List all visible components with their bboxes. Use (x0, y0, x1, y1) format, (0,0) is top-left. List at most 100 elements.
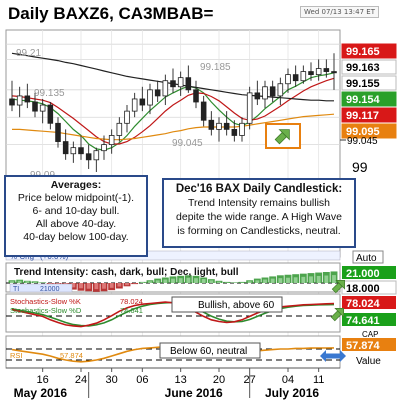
ti-bar (117, 283, 122, 287)
ti-bar (186, 277, 191, 283)
candle-body (116, 122, 123, 136)
candle-body (292, 74, 299, 82)
ti-bar (230, 282, 238, 283)
stoch-d-value: 74.641 (120, 306, 143, 315)
x-tick-label: 30 (106, 374, 118, 386)
candle-body (39, 104, 46, 112)
ti-bar (163, 279, 168, 283)
grid-label: 99.185 (200, 62, 231, 73)
candlestick-title: Dec'16 BAX Daily Candlestick: (175, 183, 343, 195)
candle-body (262, 86, 268, 100)
stoch-tag-d (342, 313, 396, 326)
candle-body (331, 71, 337, 74)
ti-bar (247, 281, 252, 283)
averages-title: Averages: (50, 179, 102, 191)
candle-body (55, 122, 61, 142)
cap-label: CAP (362, 330, 378, 339)
month-label: May 2016 (14, 386, 68, 400)
ti-bar (155, 280, 160, 283)
rsi-tag (342, 338, 396, 351)
candle-body (200, 101, 207, 121)
auto-button[interactable] (352, 250, 384, 264)
month-label: July 2016 (265, 386, 319, 400)
trend-tag-1 (342, 266, 396, 279)
averages-line: Price below midpoint(-1). (17, 192, 135, 204)
x-tick-label: 16 (37, 374, 49, 386)
axis-label: 99.045 (347, 136, 378, 147)
averages-line: 6- and 10-day bull. (32, 205, 120, 217)
candle-body (85, 153, 92, 161)
candle-body (16, 95, 23, 106)
candle-body (108, 135, 115, 146)
stoch-d-label: Stochastics-Slow %D (10, 306, 82, 315)
stoch-note: Bullish, above 60 (198, 300, 275, 311)
rsi-value: 57.874 (60, 351, 83, 360)
ti-bar (293, 277, 298, 283)
chart-title: Daily BAXZ6, CA3MBAB= (8, 4, 214, 23)
price-tag-value: 99.163 (346, 62, 380, 74)
candle-body (300, 71, 307, 82)
ti-bar (39, 282, 47, 283)
grid-label: 99.135 (34, 88, 65, 99)
ti-bar (148, 281, 152, 283)
candle-body (177, 77, 184, 88)
x-tick-label: 04 (282, 374, 294, 386)
candle-body (139, 98, 146, 106)
ti-bar (71, 283, 76, 288)
green-arrow-icon (274, 129, 290, 145)
ti-bar (125, 283, 129, 286)
price-tag (341, 91, 397, 107)
ti-bar (332, 275, 336, 283)
rsi-label: RSI (10, 351, 23, 360)
price-tag-value: 99.154 (346, 94, 381, 106)
trend-legend-box (9, 283, 73, 293)
ti-bar (309, 276, 313, 283)
candle-body (315, 68, 322, 76)
green-arrow-icon (330, 307, 345, 322)
x-tick-label: 13 (175, 374, 187, 386)
stoch-k-value: 78.024 (120, 297, 143, 306)
timestamp-badge: Wed 07/13 13:47 ET (300, 6, 379, 18)
candle-body (170, 80, 176, 88)
trend-header: Trend Intensity: cash, dark, bull; Dec, … (14, 267, 239, 278)
candlestick-line: is forming on Candlesticks, neutral. (177, 225, 341, 237)
ti-bar (301, 276, 306, 283)
grid-label: 99.045 (172, 138, 203, 149)
ti-bar (171, 278, 175, 283)
ti-bar (17, 280, 22, 283)
candlesticks (9, 53, 337, 172)
averages-line: 40-day below 100-day. (23, 231, 129, 243)
ti-bar (86, 283, 91, 289)
x-tick-label: 11 (313, 374, 324, 386)
ti-bar (223, 281, 231, 283)
candle-body (62, 141, 69, 155)
price-tag-value: 99.165 (346, 46, 380, 58)
price-tag-value: 99.155 (346, 78, 380, 90)
candle-body (208, 119, 215, 130)
candle-body (185, 77, 192, 91)
ti-bar (140, 282, 145, 283)
price-tag (341, 107, 397, 123)
stoch-tag-k (342, 296, 396, 309)
averages-annotation: Averages: Price below midpoint(-1). 6- a… (4, 175, 148, 257)
rsi-note: Below 60, neutral (170, 346, 247, 357)
ti-bar (201, 279, 206, 283)
candle-body (47, 104, 54, 124)
ti-bar (10, 281, 14, 283)
candle-body (216, 122, 222, 130)
price-tag (341, 75, 397, 91)
candlestick-line: depite the wide range. A High Wave (176, 211, 342, 223)
candle-body (308, 71, 314, 76)
ti-bar (48, 283, 53, 285)
stoch-right-k: 78.024 (346, 298, 381, 310)
candle-body (193, 89, 199, 103)
candle-body (231, 128, 238, 136)
ti-bar (194, 278, 198, 283)
candle-body (239, 122, 245, 136)
trend-value-1: 21.000 (346, 268, 380, 280)
candle-body (254, 92, 261, 100)
candle-body (24, 95, 31, 103)
ti-bar (79, 283, 83, 289)
ti-bar (324, 275, 329, 283)
